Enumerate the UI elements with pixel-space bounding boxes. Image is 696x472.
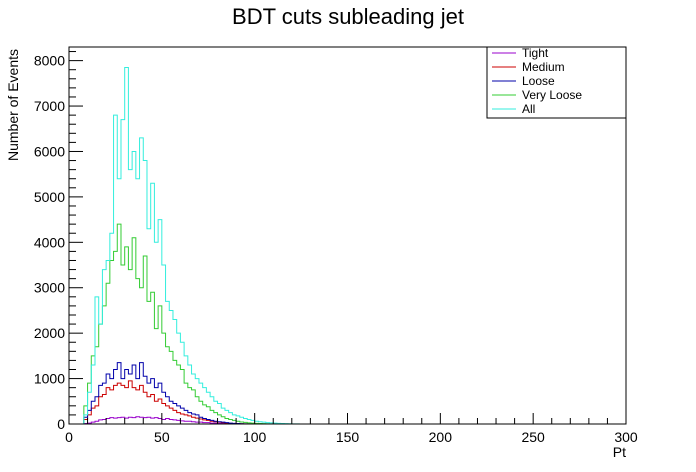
y-tick-label: 1000: [34, 371, 65, 387]
plot-area: 0 50 100 150 200 250 3000100020003000400050006…: [34, 46, 638, 445]
x-axis-label: Pt: [613, 444, 626, 460]
legend-label-loose: Loose: [522, 74, 555, 88]
legend-box: [486, 46, 627, 119]
y-tick-label: 4000: [34, 234, 65, 250]
y-tick-label: 6000: [34, 143, 65, 159]
y-tick-label: 0: [57, 416, 65, 432]
x-tick-label: 0: [65, 429, 73, 445]
x-tick-label: 50: [154, 429, 170, 445]
legend-label-very-loose: Very Loose: [522, 88, 582, 102]
x-tick-label: 300: [614, 429, 638, 445]
legend-label-medium: Medium: [522, 60, 565, 74]
y-axis-label: Number of Events: [5, 49, 21, 161]
y-tick-label: 7000: [34, 98, 65, 114]
series-all-histogram: [69, 66, 626, 425]
x-tick-label: 150: [336, 429, 360, 445]
y-tick-label: 8000: [34, 53, 65, 69]
chart-title: BDT cuts subleading jet: [232, 4, 464, 29]
y-tick-label: 5000: [34, 189, 65, 205]
legend-label-all: All: [522, 102, 535, 116]
x-tick-label: 100: [243, 429, 267, 445]
y-tick-label: 3000: [34, 280, 65, 296]
x-tick-label: 250: [521, 429, 545, 445]
y-tick-label: 2000: [34, 325, 65, 341]
x-tick-label: 200: [429, 429, 453, 445]
legend-label-tight: Tight: [522, 46, 549, 60]
